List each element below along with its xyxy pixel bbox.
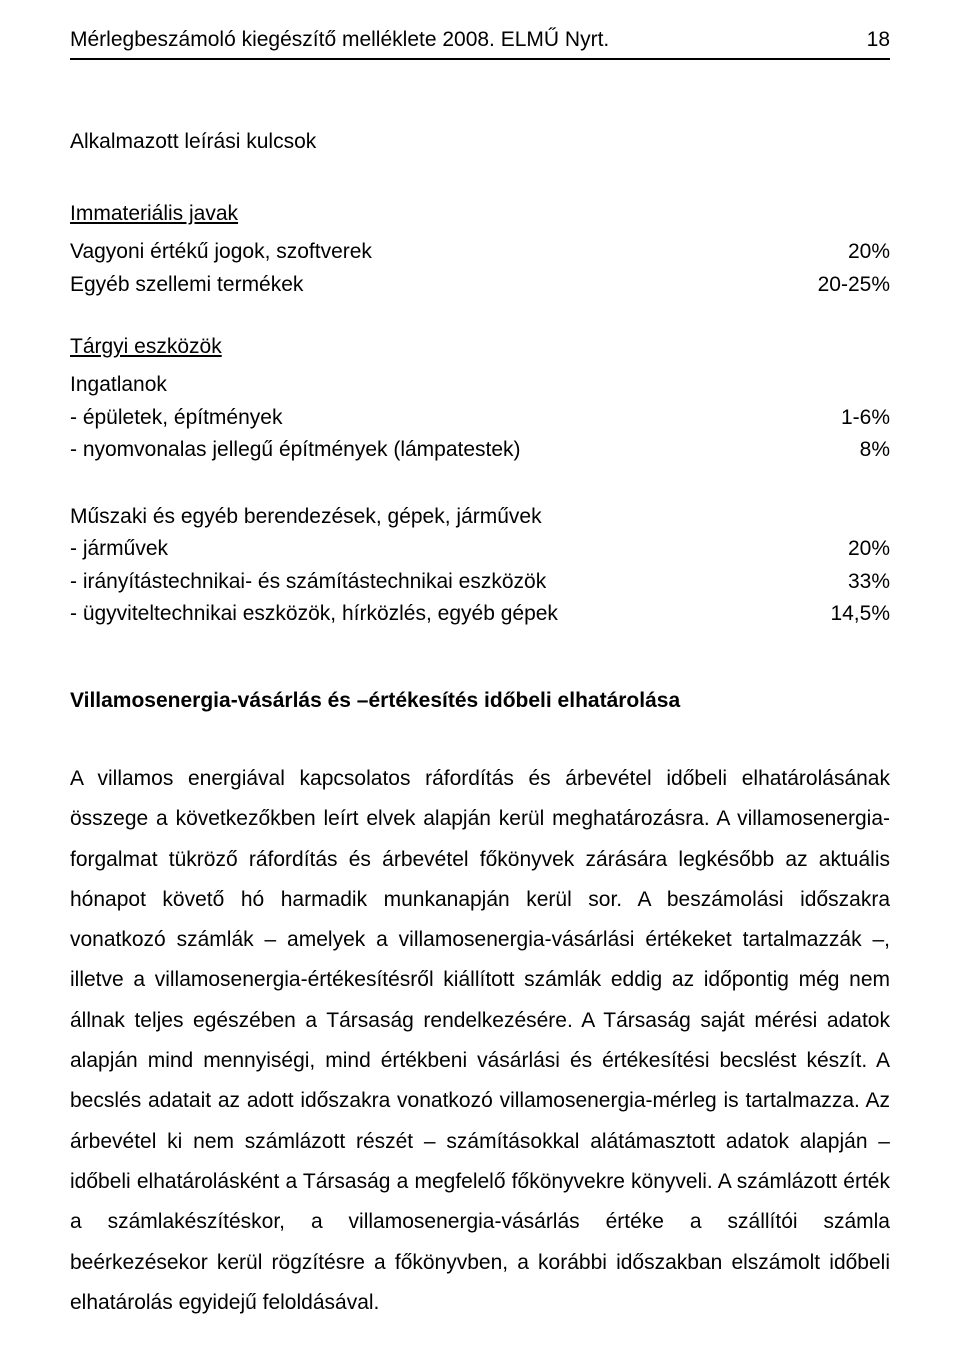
rate-value: 14,5%: [780, 598, 890, 631]
document-page: Mérlegbeszámoló kiegészítő melléklete 20…: [0, 0, 960, 1363]
rate-value: 8%: [780, 434, 890, 467]
rate-label: - épületek, építmények: [70, 402, 780, 435]
rate-row: - járművek 20%: [70, 533, 890, 566]
rate-label: Műszaki és egyéb berendezések, gépek, já…: [70, 501, 780, 534]
rate-label: - nyomvonalas jellegű építmények (lámpat…: [70, 434, 780, 467]
rate-value: [780, 501, 890, 534]
rate-value: 33%: [780, 566, 890, 599]
rate-label: Ingatlanok: [70, 369, 780, 402]
rate-label: Vagyoni értékű jogok, szoftverek: [70, 236, 780, 269]
rate-value: 1-6%: [780, 402, 890, 435]
rate-value: 20%: [780, 236, 890, 269]
rate-label: - járművek: [70, 533, 780, 566]
rate-label: - ügyviteltechnikai eszközök, hírközlés,…: [70, 598, 780, 631]
rate-row: Ingatlanok: [70, 369, 890, 402]
rate-row: Vagyoni értékű jogok, szoftverek 20%: [70, 236, 890, 269]
header-rule: [70, 58, 890, 60]
rate-row: - nyomvonalas jellegű építmények (lámpat…: [70, 434, 890, 467]
group-heading: Tárgyi eszközök: [70, 335, 890, 359]
rate-row: - épületek, építmények 1-6%: [70, 402, 890, 435]
rate-value: [780, 369, 890, 402]
body-paragraph: A villamos energiával kapcsolatos ráford…: [70, 759, 890, 1323]
rate-row: Műszaki és egyéb berendezések, gépek, já…: [70, 501, 890, 534]
rate-row: Egyéb szellemi termékek 20-25%: [70, 269, 890, 302]
rate-value: 20%: [780, 533, 890, 566]
rate-value: 20-25%: [780, 269, 890, 302]
spacer: [70, 301, 890, 335]
section-title: Alkalmazott leírási kulcsok: [70, 130, 890, 154]
subheading: Villamosenergia-vásárlás és –értékesítés…: [70, 689, 890, 713]
rate-row: - ügyviteltechnikai eszközök, hírközlés,…: [70, 598, 890, 631]
rate-label: - irányítástechnikai- és számítástechnik…: [70, 566, 780, 599]
page-header: Mérlegbeszámoló kiegészítő melléklete 20…: [70, 28, 890, 52]
group-heading: Immateriális javak: [70, 202, 890, 226]
spacer: [70, 467, 890, 501]
header-title: Mérlegbeszámoló kiegészítő melléklete 20…: [70, 28, 609, 52]
page-number: 18: [867, 28, 890, 52]
rate-label: Egyéb szellemi termékek: [70, 269, 780, 302]
rate-row: - irányítástechnikai- és számítástechnik…: [70, 566, 890, 599]
